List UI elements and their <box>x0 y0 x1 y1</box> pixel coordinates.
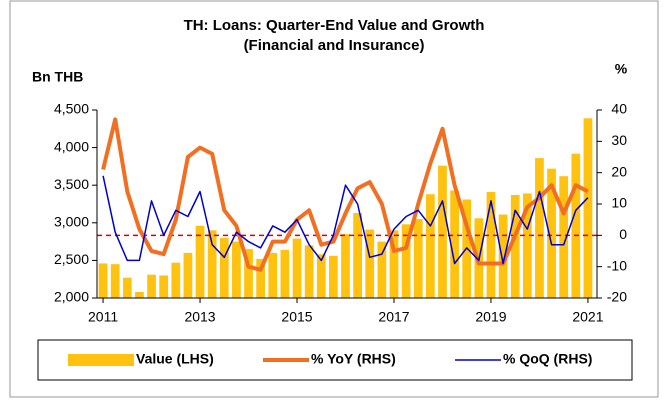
bar <box>268 252 278 298</box>
bar <box>450 190 459 298</box>
x-tick-label: 2013 <box>184 309 215 325</box>
y-tick-label: 4,500 <box>54 101 89 117</box>
bar <box>244 249 253 298</box>
y2-tick-label: 10 <box>611 195 627 211</box>
bar <box>389 230 399 298</box>
legend-swatch <box>68 354 134 366</box>
bar <box>377 241 387 298</box>
bar <box>522 193 532 298</box>
bar <box>304 245 314 298</box>
bar <box>438 165 447 298</box>
bar <box>219 237 229 298</box>
y-tick-label: 2,500 <box>54 251 89 267</box>
bar <box>232 241 241 298</box>
bar <box>486 191 496 298</box>
y2-tick-label: 40 <box>611 101 627 117</box>
bar <box>316 254 326 298</box>
bar <box>159 275 169 298</box>
y-tick-label: 4,000 <box>54 138 89 154</box>
x-tick-label: 2017 <box>378 309 409 325</box>
bar <box>207 230 217 298</box>
bar <box>341 234 350 298</box>
chart-title: TH: Loans: Quarter-End Value and Growth <box>184 17 485 34</box>
bar <box>510 194 520 298</box>
y2-tick-label: 30 <box>611 132 627 148</box>
bar <box>535 158 544 298</box>
x-tick-label: 2019 <box>475 309 506 325</box>
legend-label: Value (LHS) <box>136 351 214 367</box>
bar <box>256 258 266 298</box>
line-series <box>102 175 589 265</box>
y-tick-label: 3,500 <box>54 176 89 192</box>
bar <box>401 224 411 298</box>
legend-label: % QoQ (RHS) <box>503 351 592 367</box>
bar <box>413 219 423 298</box>
bar <box>292 238 302 298</box>
bar <box>329 255 338 298</box>
legend-box <box>37 339 633 381</box>
bar <box>583 118 593 298</box>
bar <box>147 274 156 298</box>
legend-label: % YoY (RHS) <box>311 351 396 367</box>
bar <box>571 153 581 298</box>
bar <box>498 214 508 298</box>
x-tick-label: 2021 <box>572 309 603 325</box>
y2-axis-label: % <box>615 61 628 77</box>
bar <box>280 249 290 298</box>
y2-tick-label: -20 <box>607 289 627 305</box>
bar <box>353 213 362 298</box>
y2-tick-label: 0 <box>619 226 627 242</box>
x-tick-label: 2015 <box>281 309 312 325</box>
bar <box>183 252 193 298</box>
y-axis-label: Bn THB <box>32 69 83 85</box>
bar <box>110 264 120 298</box>
bar <box>195 225 205 298</box>
x-tick-label: 2011 <box>88 309 118 325</box>
y-tick-label: 3,000 <box>54 214 89 230</box>
bar <box>559 176 569 298</box>
y-tick-label: 2,000 <box>54 289 89 305</box>
bar <box>547 168 556 298</box>
line-series <box>101 117 589 272</box>
bar <box>365 229 375 298</box>
y2-tick-label: -10 <box>607 257 627 273</box>
chart-subtitle: (Financial and Insurance) <box>244 37 425 54</box>
bar <box>135 291 144 298</box>
bar <box>122 277 132 298</box>
bar <box>425 194 435 298</box>
bar <box>98 263 108 298</box>
bar <box>171 262 181 298</box>
y2-tick-label: 20 <box>611 163 627 179</box>
